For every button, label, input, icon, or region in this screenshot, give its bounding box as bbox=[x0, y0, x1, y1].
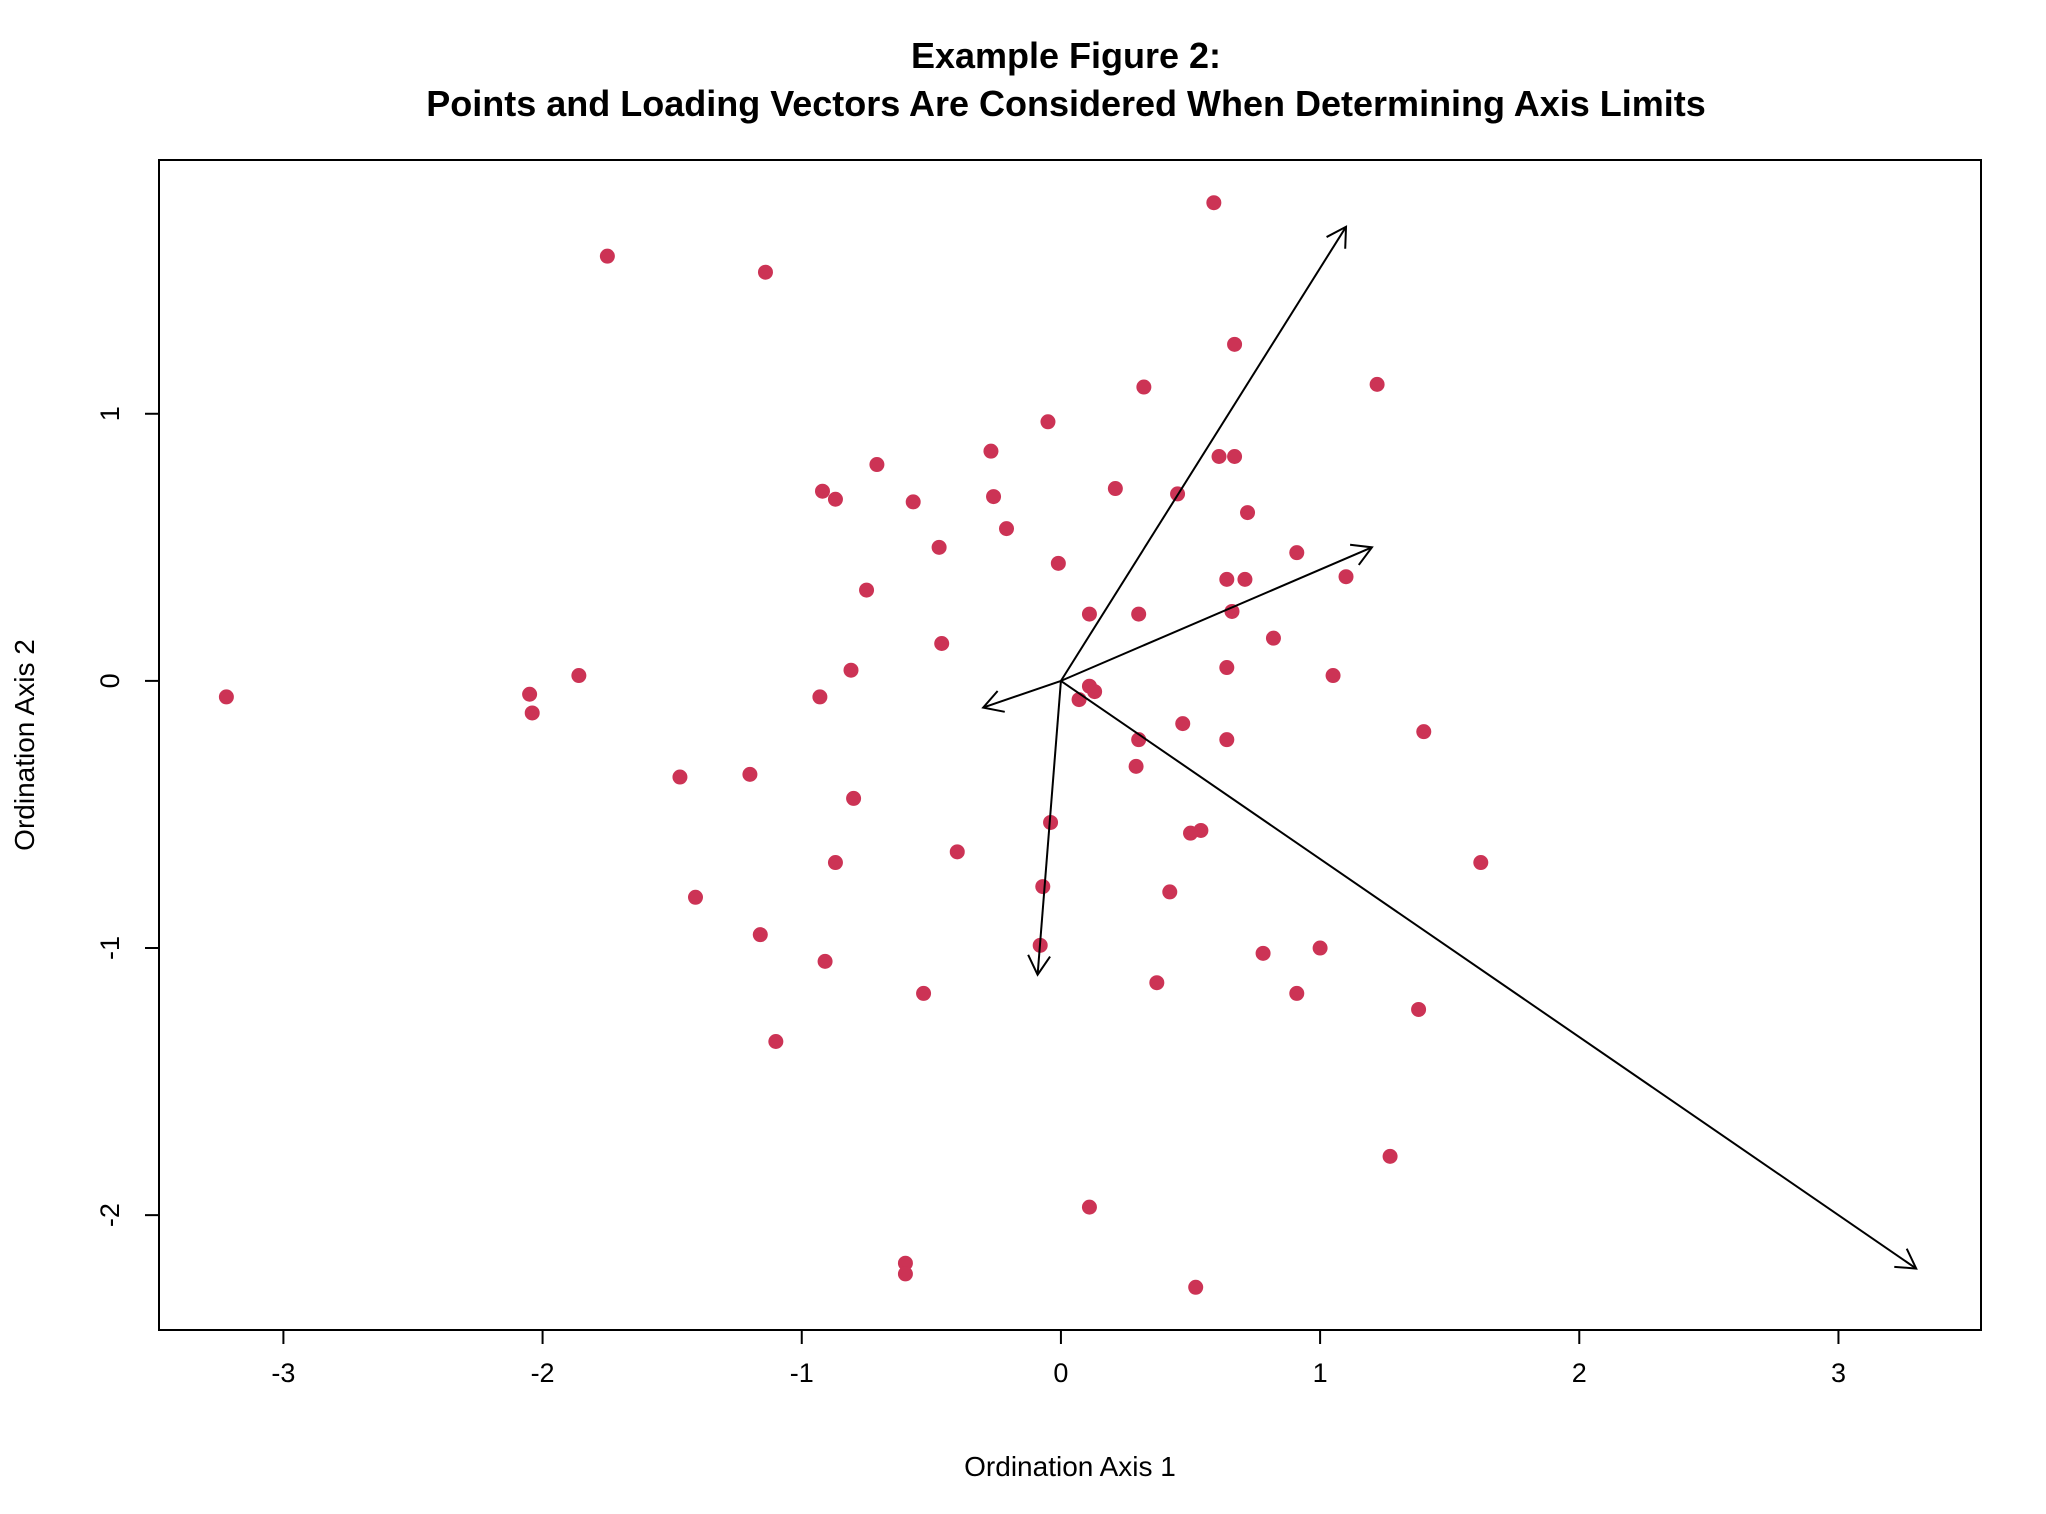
data-point bbox=[843, 662, 859, 678]
data-point bbox=[814, 483, 830, 499]
x-tick-label: -3 bbox=[271, 1358, 295, 1388]
loading-vector bbox=[1060, 680, 1918, 1270]
data-point bbox=[1206, 195, 1222, 211]
data-point bbox=[1312, 940, 1328, 956]
loading-vector bbox=[1027, 680, 1062, 977]
data-point bbox=[1338, 569, 1354, 585]
x-tick-label: 3 bbox=[1831, 1358, 1846, 1388]
data-point bbox=[1136, 379, 1152, 395]
data-point bbox=[1211, 449, 1227, 465]
data-point bbox=[1227, 449, 1243, 465]
data-point bbox=[1416, 724, 1432, 740]
data-point bbox=[1040, 414, 1056, 430]
data-point bbox=[1149, 975, 1165, 991]
plot-frame bbox=[158, 159, 1982, 1331]
data-point bbox=[1224, 603, 1240, 619]
data-points bbox=[218, 195, 1489, 1295]
data-point bbox=[1289, 545, 1305, 561]
data-point bbox=[897, 1266, 913, 1282]
data-point bbox=[1240, 505, 1256, 521]
data-point bbox=[1183, 825, 1199, 841]
data-point bbox=[986, 489, 1002, 505]
data-point bbox=[1175, 716, 1191, 732]
y-axis-label: Ordination Axis 2 bbox=[9, 639, 40, 851]
data-point bbox=[934, 635, 950, 651]
data-point bbox=[687, 889, 703, 905]
data-point bbox=[1128, 758, 1144, 774]
x-tick-label: 2 bbox=[1572, 1358, 1587, 1388]
data-point bbox=[571, 668, 587, 684]
data-point bbox=[827, 491, 843, 507]
y-tick-label: 0 bbox=[95, 673, 125, 688]
data-point bbox=[1081, 606, 1097, 622]
y-tick-label: -2 bbox=[95, 1203, 125, 1227]
x-tick-label: 0 bbox=[1053, 1358, 1068, 1388]
data-point bbox=[1050, 555, 1066, 571]
data-point bbox=[1325, 668, 1341, 684]
data-point bbox=[522, 686, 538, 702]
data-point bbox=[1162, 884, 1178, 900]
data-point bbox=[1131, 606, 1147, 622]
data-point bbox=[1188, 1279, 1204, 1295]
loading-vector bbox=[1060, 225, 1348, 682]
data-point bbox=[812, 689, 828, 705]
loading-vector bbox=[1060, 543, 1374, 682]
data-point bbox=[524, 705, 540, 721]
x-tick-label: -1 bbox=[790, 1358, 814, 1388]
loading-vectors bbox=[981, 225, 1918, 1270]
data-point bbox=[672, 769, 688, 785]
data-point bbox=[1255, 945, 1271, 961]
data-point bbox=[983, 443, 999, 459]
data-point bbox=[1219, 732, 1235, 748]
data-point bbox=[1411, 1001, 1427, 1017]
data-point bbox=[916, 985, 932, 1001]
data-point bbox=[599, 248, 615, 264]
data-point bbox=[1219, 660, 1235, 676]
data-point bbox=[846, 790, 862, 806]
data-point bbox=[1087, 684, 1103, 700]
data-point bbox=[1369, 376, 1385, 392]
y-tick-label: -1 bbox=[95, 936, 125, 960]
data-point bbox=[1473, 855, 1489, 871]
data-point bbox=[931, 539, 947, 555]
y-tick-label: 1 bbox=[95, 406, 125, 421]
data-point bbox=[897, 1255, 913, 1271]
chart-title-line-1: Example Figure 2: bbox=[911, 35, 1221, 76]
data-point bbox=[768, 1034, 784, 1050]
data-point bbox=[218, 689, 234, 705]
data-point bbox=[1382, 1148, 1398, 1164]
x-tick-label: 1 bbox=[1313, 1358, 1328, 1388]
data-point bbox=[949, 844, 965, 860]
data-point bbox=[1107, 481, 1123, 497]
data-point bbox=[757, 264, 773, 280]
x-axis-label: Ordination Axis 1 bbox=[964, 1451, 1176, 1482]
data-point bbox=[1035, 879, 1051, 895]
data-point bbox=[1237, 571, 1253, 587]
data-point bbox=[1289, 985, 1305, 1001]
data-point bbox=[827, 855, 843, 871]
y-axis: -2 -1 0 1 bbox=[95, 406, 159, 1227]
data-point bbox=[817, 953, 833, 969]
chart-title-line-2: Points and Loading Vectors Are Considere… bbox=[426, 83, 1706, 124]
data-point bbox=[1219, 571, 1235, 587]
data-point bbox=[859, 582, 875, 598]
data-point bbox=[742, 766, 758, 782]
data-point bbox=[905, 494, 921, 510]
x-tick-label: -2 bbox=[531, 1358, 555, 1388]
data-point bbox=[1227, 336, 1243, 352]
x-axis: -3 -2 -1 0 1 2 3 bbox=[271, 1330, 1846, 1388]
loading-vector bbox=[981, 679, 1062, 713]
data-point bbox=[999, 521, 1015, 537]
data-point bbox=[869, 457, 885, 473]
data-point bbox=[752, 927, 768, 943]
data-point bbox=[1081, 1199, 1097, 1215]
data-point bbox=[1265, 630, 1281, 646]
